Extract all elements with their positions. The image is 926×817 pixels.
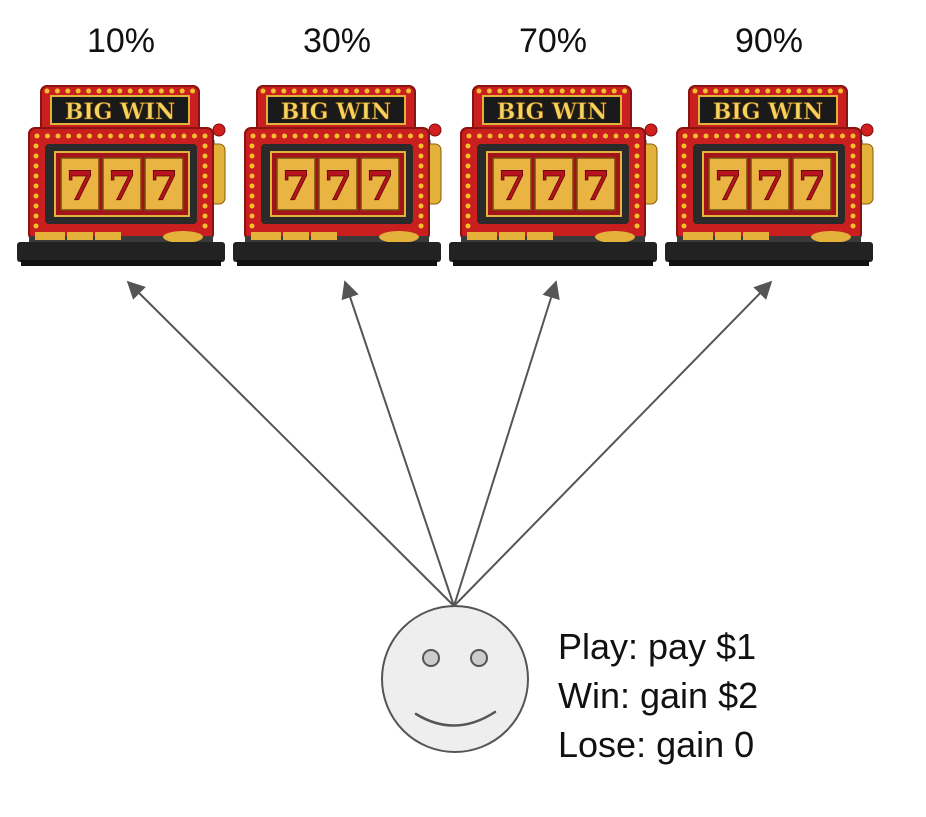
reel-digit: 7 <box>540 163 568 210</box>
reel-digit: 7 <box>714 163 742 210</box>
machine-4-probability: 90% <box>734 22 804 60</box>
reel-digit: 7 <box>798 163 826 210</box>
rule-win: Win: gain $2 <box>558 675 759 716</box>
arrow-to-machine-1 <box>126 280 455 607</box>
reel-digit: 7 <box>582 163 610 210</box>
big-win-sign: BIG WIN <box>281 99 391 125</box>
arrow-to-machine-2 <box>341 280 455 607</box>
reel-digit: 7 <box>498 163 526 210</box>
reel-digit: 7 <box>66 163 94 210</box>
rule-lose: Lose: gain 0 <box>558 724 755 765</box>
reel-digit: 7 <box>756 163 784 210</box>
big-win-sign: BIG WIN <box>713 99 823 125</box>
arrow-to-machine-4 <box>453 280 773 607</box>
rule-play: Play: pay $1 <box>558 626 757 667</box>
payoff-rules: Play: pay $1 Win: gain $2 Lose: gain 0 <box>558 622 758 769</box>
machine-2-probability: 30% <box>302 22 372 60</box>
big-win-sign: BIG WIN <box>65 99 175 125</box>
reel-digit: 7 <box>282 163 310 210</box>
reel-digit: 7 <box>366 163 394 210</box>
reel-digit: 7 <box>108 163 136 210</box>
agent-face-icon <box>381 605 529 753</box>
big-win-sign: BIG WIN <box>497 99 607 125</box>
reel-digit: 7 <box>150 163 178 210</box>
machine-3-probability: 70% <box>518 22 588 60</box>
arrow-to-machine-3 <box>453 280 560 607</box>
machine-1-probability: 10% <box>86 22 156 60</box>
reel-digit: 7 <box>324 163 352 210</box>
